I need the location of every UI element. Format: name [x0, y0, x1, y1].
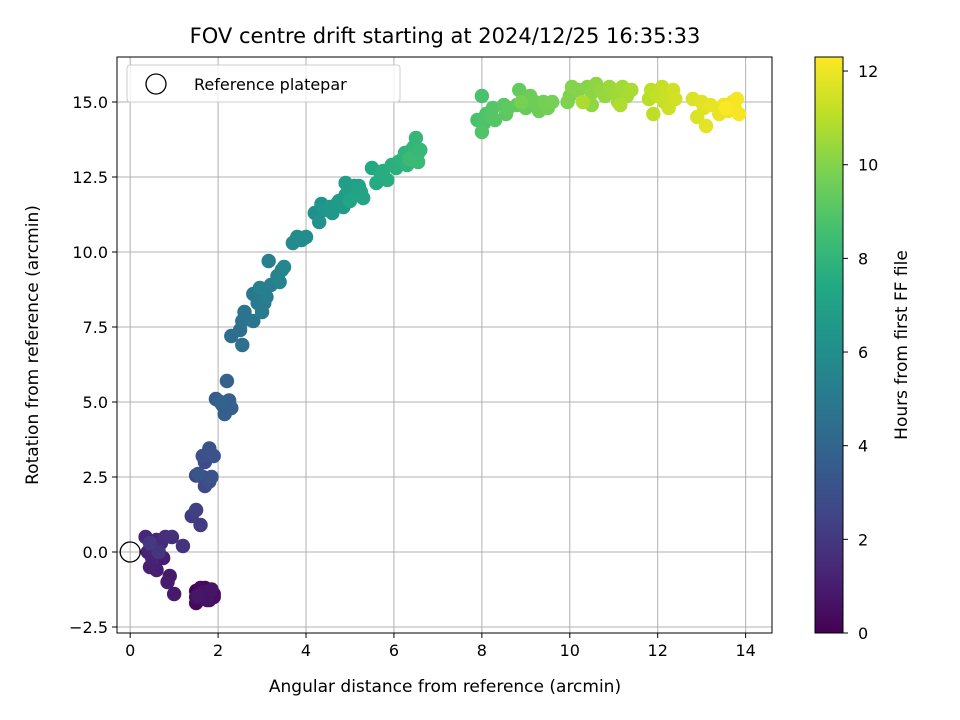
data-point	[204, 469, 219, 485]
x-tick-label: 14	[735, 641, 755, 660]
data-point	[224, 400, 239, 416]
y-tick-label: 0.0	[83, 543, 108, 562]
data-point	[668, 91, 683, 107]
data-point	[342, 193, 358, 209]
data-point	[193, 517, 208, 533]
colorbar-tick-label: 6	[858, 343, 868, 362]
colorbar-label: Hours from first FF file	[892, 250, 912, 440]
data-point	[151, 544, 166, 560]
x-tick-label: 10	[560, 641, 580, 660]
data-point	[474, 124, 490, 140]
data-point	[213, 394, 228, 410]
data-point	[613, 97, 628, 113]
data-point	[142, 535, 158, 551]
y-tick-label: −2.5	[69, 618, 108, 637]
data-point	[355, 190, 371, 206]
data-point	[237, 304, 252, 320]
data-point	[206, 448, 221, 464]
y-axis-label: Rotation from reference (arcmin)	[23, 205, 43, 485]
data-point	[166, 586, 182, 602]
colorbar-tick-label: 0	[858, 624, 868, 643]
data-point	[646, 106, 661, 122]
y-tick-label: 12.5	[72, 168, 108, 187]
data-point	[191, 588, 206, 603]
colorbar-ticks: 0 2 4 6 8 10 12	[843, 62, 878, 643]
x-tick-label: 8	[477, 641, 487, 660]
data-point	[408, 130, 424, 146]
y-tick-label: 2.5	[83, 468, 108, 487]
data-point	[413, 142, 428, 158]
grid-lines	[117, 57, 772, 633]
data-point	[188, 502, 204, 518]
x-tick-label: 12	[648, 641, 668, 660]
data-point	[261, 253, 276, 269]
x-tick-label: 0	[125, 641, 135, 660]
data-point	[252, 280, 268, 296]
data-point	[312, 214, 327, 230]
y-tick-label: 10.0	[72, 243, 108, 262]
colorbar-tick-label: 4	[858, 437, 868, 456]
legend-marker-open-circle	[145, 73, 167, 95]
colorbar-tick-label: 12	[858, 62, 878, 81]
data-point	[485, 100, 501, 116]
x-axis-label: Angular distance from reference (arcmin)	[269, 677, 621, 697]
data-point	[729, 91, 745, 107]
x-axis-ticks: 0 2 4 6 8 10 12 14	[125, 633, 756, 660]
data-point	[175, 538, 191, 554]
data-point	[575, 94, 591, 110]
data-point	[235, 337, 250, 353]
data-point	[276, 259, 292, 275]
data-point	[160, 574, 175, 590]
data-point	[718, 100, 734, 116]
legend-label-reference-platepar: Reference platepar	[194, 75, 347, 94]
reference-platepar-marker	[119, 541, 141, 563]
x-tick-label: 4	[301, 641, 311, 660]
data-point	[204, 582, 219, 597]
data-point	[191, 466, 206, 482]
data-point	[731, 106, 747, 122]
chart-title: FOV centre drift starting at 2024/12/25 …	[190, 24, 701, 48]
scatter-points	[138, 76, 747, 611]
colorbar-tick-label: 10	[858, 156, 878, 175]
y-tick-label: 15.0	[72, 93, 108, 112]
data-point	[624, 82, 639, 98]
colorbar-gradient	[814, 56, 844, 634]
data-point	[246, 313, 261, 329]
data-point	[545, 94, 560, 110]
y-tick-label: 5.0	[83, 393, 108, 412]
legend: Reference platepar	[126, 64, 401, 103]
y-axis-ticks: −2.5 0.0 2.5 5.0 7.5 10.0 12.5 15.0	[69, 93, 117, 637]
data-point	[164, 529, 180, 545]
plot-frame	[116, 56, 773, 634]
colorbar: 0 2 4 6 8 10 12 Hours from first FF file	[814, 56, 912, 643]
data-point	[474, 88, 490, 104]
data-point	[272, 274, 287, 290]
data-point	[298, 229, 314, 245]
colorbar-tick-label: 8	[858, 249, 868, 268]
data-point	[698, 118, 714, 134]
data-point	[380, 172, 395, 188]
data-point	[219, 373, 235, 389]
x-tick-label: 6	[389, 641, 399, 660]
data-point	[487, 112, 503, 128]
data-point	[402, 151, 417, 167]
data-point	[703, 97, 718, 113]
y-tick-label: 7.5	[83, 318, 108, 337]
colorbar-tick-label: 2	[858, 530, 868, 549]
legend-box	[126, 64, 401, 103]
data-point	[514, 94, 529, 110]
x-tick-label: 2	[213, 641, 223, 660]
